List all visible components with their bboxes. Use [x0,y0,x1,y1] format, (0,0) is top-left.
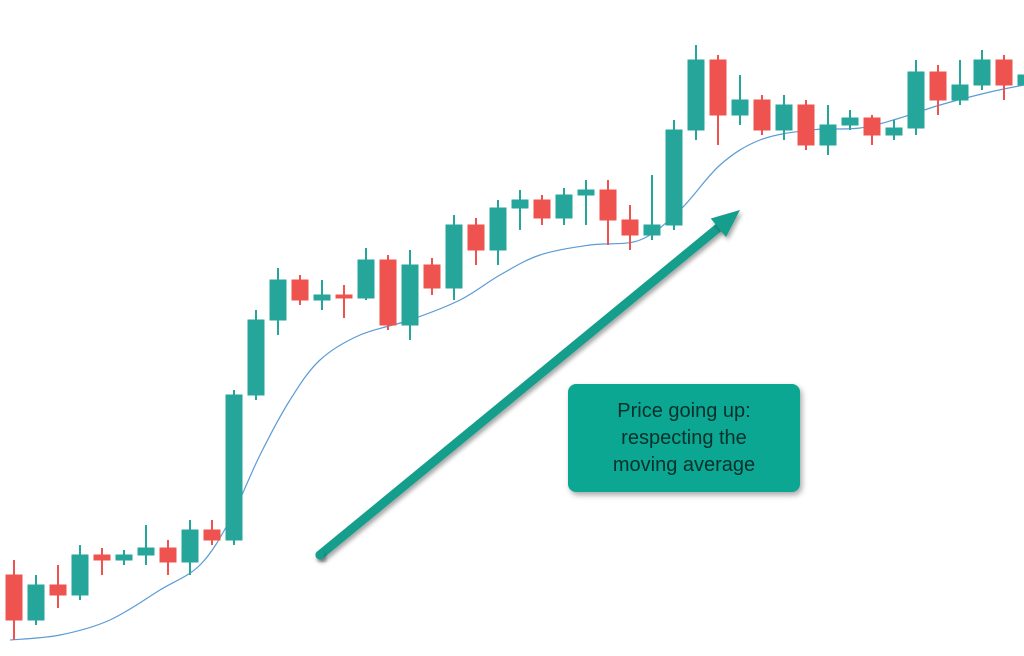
candle-bull [182,530,198,562]
candle-bear [534,200,550,218]
candle-bear [380,260,396,325]
candle-bear [996,60,1012,85]
candle-bear [864,118,880,135]
candle-bear [336,295,352,298]
trend-arrow-start [316,551,325,560]
candle-bull [820,125,836,145]
candle-bull [578,190,594,195]
candle-bull [358,260,374,298]
annotation-text: Price going up:respecting themoving aver… [613,398,755,479]
candle-bull [952,85,968,100]
candle-bull [402,265,418,325]
candle-bear [160,548,176,562]
candle-bull [644,225,660,235]
candle-bull [666,130,682,225]
candle-bull [116,555,132,560]
candle-bull [776,105,792,130]
candle-bull [72,555,88,595]
candle-bull [842,118,858,125]
candle-bull [270,280,286,320]
candle-bear [622,220,638,235]
candle-bull [446,225,462,288]
candle-bull [974,60,990,85]
candle-bull [314,295,330,300]
candle-bear [930,72,946,100]
candle-bear [424,265,440,288]
candle-bull [28,585,44,620]
candle-bull [732,100,748,115]
candle-bull [1018,75,1024,85]
candle-bear [204,530,220,540]
candle-bear [798,105,814,145]
candle-bull [512,200,528,208]
candle-bear [94,555,110,560]
candle-bear [292,280,308,300]
candle-bull [226,395,242,540]
candle-bull [490,208,506,250]
candle-bear [710,60,726,115]
candle-bear [6,575,22,620]
annotation-box: Price going up:respecting themoving aver… [568,384,800,492]
candlestick-chart [0,0,1024,656]
candle-bull [886,128,902,135]
candle-bull [908,72,924,128]
candle-bull [688,60,704,130]
candle-bear [468,225,484,250]
candle-bear [754,100,770,130]
candle-bull [248,320,264,395]
candle-bull [138,548,154,555]
candle-bear [600,190,616,220]
candle-bear [50,585,66,595]
candle-bull [556,195,572,218]
